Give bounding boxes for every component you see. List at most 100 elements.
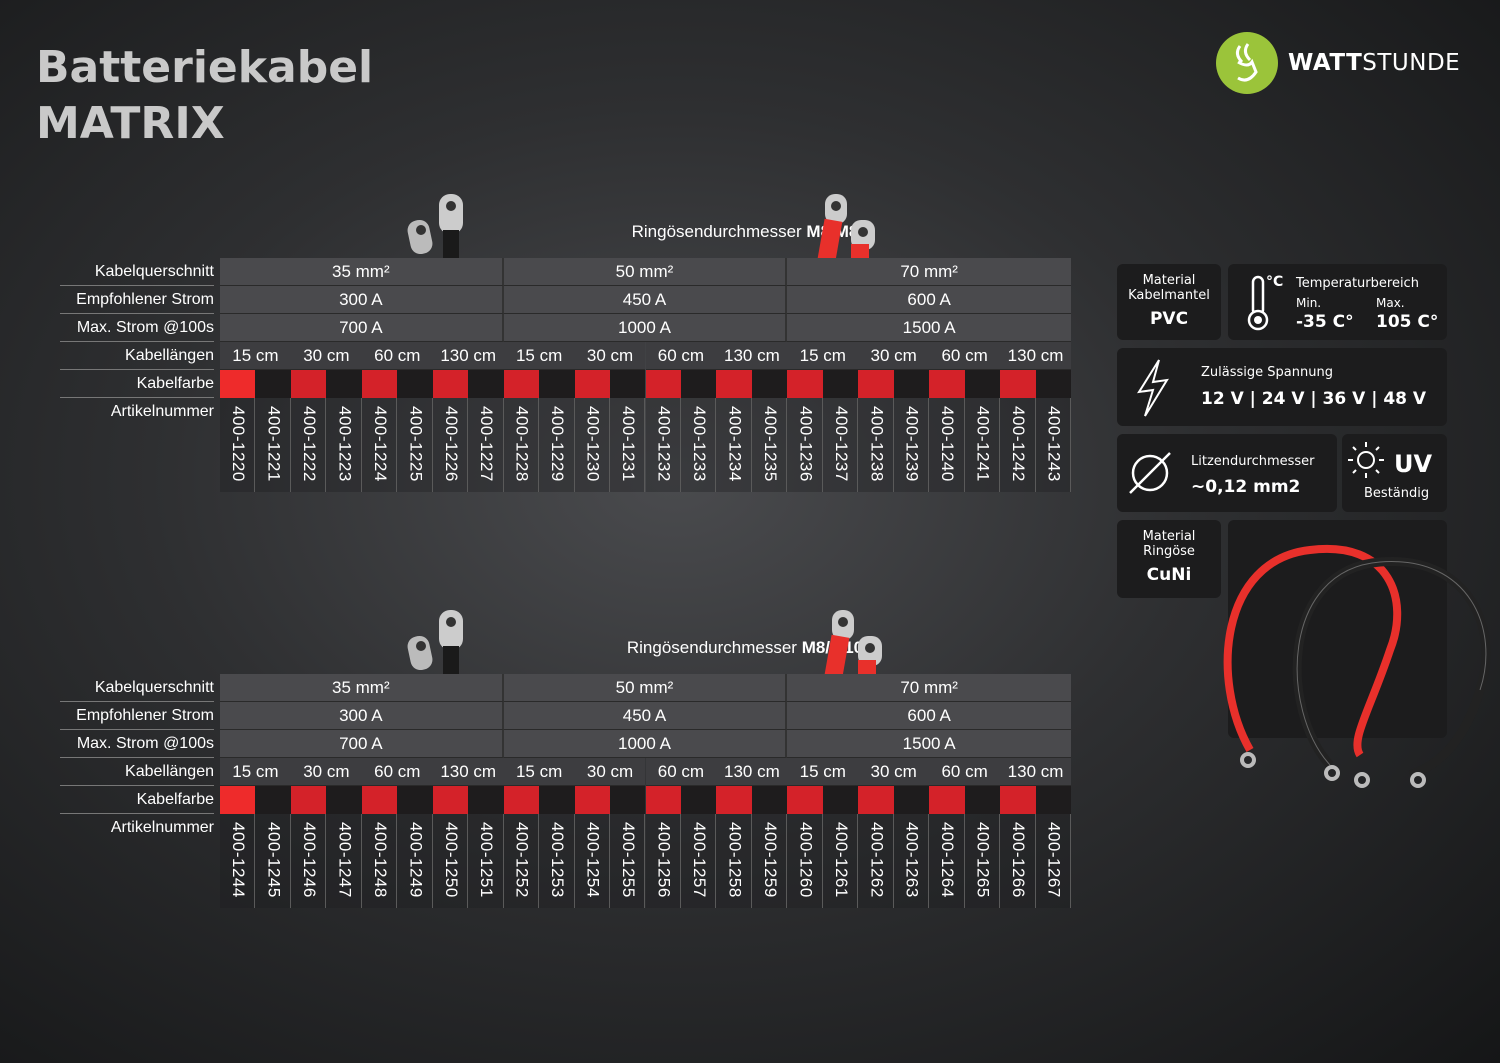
color-swatch-black (964, 370, 1001, 398)
article-number: 400-1246 (299, 822, 319, 898)
celsius-unit: °C (1266, 274, 1284, 290)
length-cell: 15 cm (503, 342, 575, 370)
color-swatch-red (574, 786, 611, 814)
group-cross-cell: 50 mm² (503, 674, 788, 702)
row-label: Kabellängen (60, 758, 214, 786)
spec-jacket-material: Material Kabelmantel PVC (1117, 264, 1221, 340)
color-swatch-black (326, 786, 362, 814)
sun-icon (1348, 442, 1384, 478)
article-number: 400-1247 (335, 822, 355, 898)
color-swatch-black (610, 370, 646, 398)
color-swatch-black (539, 370, 575, 398)
color-swatch-red (574, 370, 611, 398)
article-number: 400-1248 (370, 822, 390, 898)
article-number: 400-1251 (477, 822, 497, 898)
article-number-cell: 400-1236 (787, 398, 823, 492)
color-swatch-red (220, 370, 256, 398)
table-row: Max. Strom @100s 700 A 1000 A 1500 A (60, 314, 1072, 342)
temp-min-label: Min. (1296, 296, 1322, 310)
row-label: Artikelnummer (110, 403, 214, 420)
group-cross-cell: 35 mm² (220, 258, 504, 286)
article-number: 400-1265 (973, 822, 993, 898)
lug-label-1: Material (1142, 529, 1196, 544)
color-swatch-black (610, 786, 646, 814)
color-swatch-red (858, 786, 894, 814)
temp-max-value: 105 C° (1376, 312, 1439, 332)
table-row: Artikelnummer 400-1244 400-1245 400-1246 400… (60, 814, 1072, 908)
spec-uv-resistant: UV Beständig (1342, 434, 1447, 512)
group-max-cell: 700 A (220, 730, 504, 758)
group-current-cell: 450 A (503, 286, 788, 314)
group-cross-cell: 35 mm² (220, 674, 504, 702)
page-title: Batteriekabel MATRIX (36, 40, 373, 152)
color-swatch-black (964, 786, 1001, 814)
article-number-cell: 400-1222 (290, 398, 327, 492)
temp-min-value: -35 C° (1296, 312, 1354, 332)
cable-photo-panel (1228, 520, 1447, 738)
color-swatch-red (290, 786, 327, 814)
article-number: 400-1256 (654, 822, 674, 898)
article-number: 400-1223 (335, 406, 355, 482)
article-number-cell: 400-1231 (610, 398, 646, 492)
table-row: Empfohlener Strom 300 A 450 A 600 A (60, 702, 1072, 730)
length-cell: 130 cm (1000, 758, 1071, 786)
article-number: 400-1225 (406, 406, 426, 482)
article-number-cell: 400-1252 (503, 814, 540, 908)
article-number-cell: 400-1265 (964, 814, 1001, 908)
table-row: Empfohlener Strom 300 A 450 A 600 A (60, 286, 1072, 314)
length-cell: 130 cm (716, 758, 788, 786)
color-swatch-red (929, 786, 965, 814)
spec-voltage: Zulässige Spannung 12 V | 24 V | 36 V | … (1117, 348, 1447, 426)
article-number-cell: 400-1238 (858, 398, 894, 492)
article-number: 400-1227 (477, 406, 497, 482)
length-cell: 60 cm (361, 342, 433, 370)
article-number-cell: 400-1264 (929, 814, 965, 908)
logo-text-bold: WATT (1288, 50, 1363, 76)
color-swatch-black (751, 786, 788, 814)
article-number-cell: 400-1247 (326, 814, 362, 908)
logo-text-light: STUNDE (1362, 50, 1461, 76)
cable-matrix-m8-m8: Ringösendurchmesser M8/M8 Kabelquerschnit… (60, 222, 1072, 498)
article-number: 400-1221 (264, 406, 284, 482)
color-swatch-black (822, 370, 859, 398)
color-swatch-red (290, 370, 327, 398)
article-number: 400-1242 (1009, 406, 1029, 482)
color-swatch-red (1000, 786, 1036, 814)
ring-lug-black-icon (407, 194, 463, 258)
article-number: 400-1262 (867, 822, 887, 898)
group-max-cell: 700 A (220, 314, 504, 342)
lug-value: CuNi (1146, 565, 1192, 585)
article-number: 400-1252 (512, 822, 532, 898)
article-number-cell: 400-1225 (397, 398, 433, 492)
article-number: 400-1249 (406, 822, 426, 898)
article-number-cell: 400-1228 (503, 398, 540, 492)
group-max-cell: 1500 A (787, 730, 1071, 758)
length-cell: 15 cm (503, 758, 575, 786)
table-row: Kabellängen 15 cm 30 cm 60 cm 130 cm 15 cm 30 … (60, 758, 1072, 786)
length-cell: 60 cm (361, 758, 433, 786)
article-number-cell: 400-1227 (468, 398, 504, 492)
group-cross-cell: 70 mm² (787, 258, 1071, 286)
color-swatch-black (255, 370, 291, 398)
color-swatch-black (397, 370, 433, 398)
article-number-cell: 400-1234 (716, 398, 752, 492)
length-cell: 15 cm (220, 342, 291, 370)
article-number: 400-1250 (441, 822, 461, 898)
uv-title: UV (1394, 450, 1433, 478)
article-number: 400-1230 (583, 406, 603, 482)
article-number: 400-1238 (867, 406, 887, 482)
article-number: 400-1226 (441, 406, 461, 482)
group-current-cell: 600 A (787, 286, 1071, 314)
table-caption: Ringösendurchmesser M8/M10 (520, 638, 970, 658)
color-swatch-red (858, 370, 894, 398)
color-swatch-black (326, 370, 362, 398)
article-number: 400-1255 (619, 822, 639, 898)
article-number-cell: 400-1254 (574, 814, 611, 908)
color-swatch-red (432, 786, 469, 814)
thermometer-icon (1247, 275, 1269, 331)
row-label: Kabelquerschnitt (60, 258, 214, 286)
plug-logo-icon (1216, 32, 1278, 94)
length-cell: 30 cm (290, 342, 362, 370)
article-number-cell: 400-1230 (574, 398, 611, 492)
article-number-cell: 400-1260 (787, 814, 823, 908)
